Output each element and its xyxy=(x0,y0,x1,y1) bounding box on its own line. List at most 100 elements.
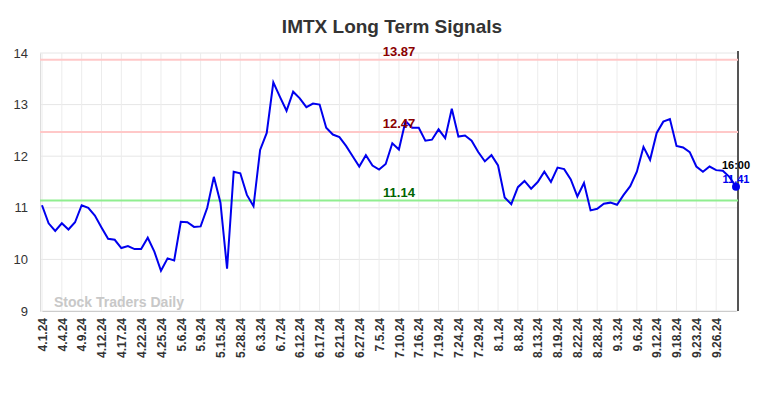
grid-line xyxy=(517,53,518,311)
y-axis: 91011121314 xyxy=(14,46,41,319)
x-tick-label: 6.21.24 xyxy=(333,318,347,358)
x-tick-label: 9.26.24 xyxy=(710,318,724,358)
title: IMTX Long Term Signals xyxy=(282,16,502,37)
x-tick: 8.22.24 xyxy=(571,311,585,358)
x-tick: 5.28.24 xyxy=(234,311,248,358)
x-tick-label: 8.28.24 xyxy=(591,318,605,358)
x-tick-label: 5.28.24 xyxy=(234,318,248,358)
x-tick: 6.3.24 xyxy=(254,311,268,351)
grid-line xyxy=(40,311,738,312)
x-axis: 4.1.24 4.4.24 4.9.24 4.12.24 4.17.24 4.22.24 4… xyxy=(36,311,737,358)
grid-line xyxy=(696,53,697,311)
x-tick: 7.5.24 xyxy=(373,311,387,351)
grid-line xyxy=(40,259,738,260)
y-tick-label: 12 xyxy=(14,149,28,164)
x-tick: 7.24.24 xyxy=(452,311,466,358)
x-tick-label: 6.27.24 xyxy=(353,318,367,358)
x-tick: 5.15.24 xyxy=(214,311,228,358)
x-axis-line xyxy=(43,311,737,312)
x-tick-label: 7.10.24 xyxy=(393,318,407,358)
x-tick: 7.10.24 xyxy=(393,311,407,358)
x-tick-label: 4.9.24 xyxy=(75,318,89,352)
reference-label: 11.14 xyxy=(383,185,416,200)
grid-line xyxy=(478,53,479,311)
reference-line xyxy=(40,200,738,202)
x-tick: 4.25.24 xyxy=(155,311,169,358)
grid-line xyxy=(42,53,43,311)
x-tick: 6.27.24 xyxy=(353,311,367,358)
x-tick: 9.23.24 xyxy=(690,311,704,358)
x-tick-label: 9.3.24 xyxy=(611,318,625,352)
x-tick: 7.29.24 xyxy=(472,311,486,358)
x-tick: 9.26.24 xyxy=(710,311,724,358)
x-tick-label: 7.29.24 xyxy=(472,318,486,358)
reference-label: 13.87 xyxy=(383,44,416,59)
grid-line xyxy=(319,53,320,311)
x-tick: 4.4.24 xyxy=(56,311,70,351)
grid-line xyxy=(617,53,618,311)
grid-line xyxy=(40,207,738,208)
grid-line xyxy=(200,53,201,311)
y-tick-label: 11 xyxy=(15,200,29,215)
reference-line xyxy=(40,131,738,133)
grid-line xyxy=(398,53,399,311)
x-tick: 4.22.24 xyxy=(135,311,149,358)
x-tick-label: 4.12.24 xyxy=(95,318,109,358)
x-tick: 5.9.24 xyxy=(194,311,208,351)
reference-line xyxy=(40,59,738,61)
y-tick-label: 9 xyxy=(21,304,28,319)
x-tick: 8.8.24 xyxy=(512,311,526,351)
x-tick: 4.12.24 xyxy=(95,311,109,358)
x-tick-label: 8.1.24 xyxy=(492,318,506,352)
x-tick: 8.1.24 xyxy=(492,311,506,351)
y-tick-label: 13 xyxy=(14,97,28,112)
grid-line xyxy=(379,53,380,311)
x-tick: 7.19.24 xyxy=(432,311,446,358)
x-tick: 9.18.24 xyxy=(670,311,684,358)
x-tick-label: 4.22.24 xyxy=(135,318,149,358)
x-tick: 6.7.24 xyxy=(274,311,288,351)
x-tick-label: 8.8.24 xyxy=(512,318,526,352)
x-tick-label: 8.19.24 xyxy=(551,318,565,358)
x-tick: 6.17.24 xyxy=(313,311,327,358)
grid-line xyxy=(636,53,637,311)
grid-line xyxy=(279,53,280,311)
x-tick: 9.3.24 xyxy=(611,311,625,351)
watermark: Stock Traders Daily xyxy=(54,294,184,310)
grid-line xyxy=(577,53,578,311)
x-tick-label: 5.9.24 xyxy=(194,318,208,352)
x-tick-label: 9.18.24 xyxy=(670,318,684,358)
y-tick: 10 xyxy=(14,252,40,267)
x-tick-label: 9.23.24 xyxy=(690,318,704,358)
grid-line xyxy=(101,53,102,311)
grid-line xyxy=(498,53,499,311)
grid-line xyxy=(81,53,82,311)
x-tick-label: 8.13.24 xyxy=(531,318,545,358)
grid-line xyxy=(121,53,122,311)
x-tick-label: 6.17.24 xyxy=(313,318,327,358)
x-tick: 6.21.24 xyxy=(333,311,347,358)
x-tick: 6.12.24 xyxy=(293,311,307,358)
x-tick-label: 7.19.24 xyxy=(432,318,446,358)
grid-line xyxy=(240,53,241,311)
y-tick: 11 xyxy=(15,200,41,215)
x-tick: 7.16.24 xyxy=(412,311,426,358)
x-tick-label: 4.1.24 xyxy=(36,318,50,352)
y-axis-line xyxy=(40,54,41,312)
x-tick-label: 4.4.24 xyxy=(56,318,70,352)
x-tick-label: 7.16.24 xyxy=(412,318,426,358)
x-tick-label: 5.15.24 xyxy=(214,318,228,358)
grid-line xyxy=(299,53,300,311)
x-tick-label: 9.12.24 xyxy=(650,318,664,358)
grid-line xyxy=(339,53,340,311)
x-tick: 4.9.24 xyxy=(75,311,89,351)
x-tick: 4.17.24 xyxy=(115,311,129,358)
x-tick: 5.6.24 xyxy=(175,311,189,351)
y-tick: 13 xyxy=(14,97,40,112)
x-tick: 8.13.24 xyxy=(531,311,545,358)
grid-line xyxy=(40,104,738,105)
chart: IMTX Long Term Signals910111213144.1.244… xyxy=(0,0,784,398)
grid-line xyxy=(180,53,181,311)
grid-line xyxy=(676,53,677,311)
x-tick-label: 6.3.24 xyxy=(254,318,268,352)
